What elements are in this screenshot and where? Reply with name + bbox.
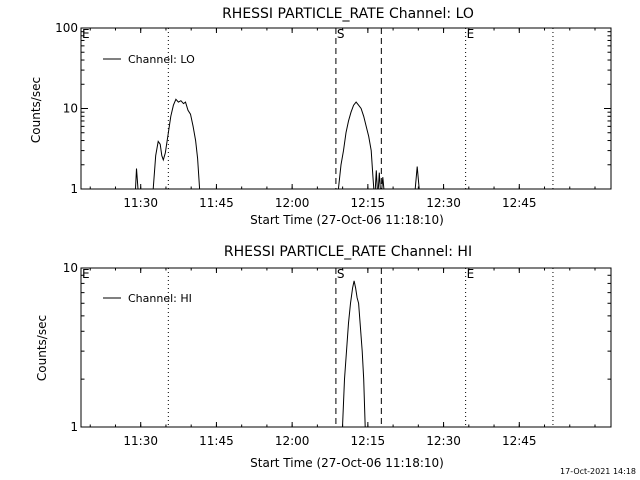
lo-y-tick-label-0: 1 (70, 182, 78, 196)
lo-marker-label-0: E (82, 27, 90, 41)
lo-x-tick-label-2: 12:00 (275, 196, 310, 210)
lo-y-axis-label: Counts/sec (29, 77, 43, 143)
hi-x-axis-label: Start Time (27-Oct-06 11:18:10) (250, 456, 444, 470)
lo-legend-label: Channel: LO (128, 53, 195, 66)
lo-chart-title: RHESSI PARTICLE_RATE Channel: LO (222, 6, 474, 22)
lo-x-tick-label-5: 12:45 (502, 196, 537, 210)
hi-series-segment-0 (342, 280, 366, 428)
hi-x-tick-label-1: 11:45 (199, 434, 234, 448)
lo-x-axis-label: Start Time (27-Oct-06 11:18:10) (250, 213, 444, 227)
hi-y-axis-label: Counts/sec (35, 315, 49, 381)
hi-marker-label-2: S (337, 267, 345, 281)
lo-x-tick-label-4: 12:30 (426, 196, 461, 210)
hi-x-tick-label-5: 12:45 (502, 434, 537, 448)
hi-marker-label-4: E (467, 267, 475, 281)
hi-x-tick-label-4: 12:30 (426, 434, 461, 448)
hi-x-tick-label-3: 12:15 (351, 434, 386, 448)
hi-y-tick-label-0: 1 (70, 420, 78, 434)
lo-series-segment-4 (377, 172, 381, 190)
lo-x-tick-label-1: 11:45 (199, 196, 234, 210)
hi-plot-area: E S E 11:30 11:45 12:00 12:15 12:30 12:45 1 10 (63, 261, 612, 448)
lo-y-tick-label-2: 100 (55, 21, 78, 35)
lo-x-tick-label-3: 12:15 (351, 196, 386, 210)
hi-legend-label: Channel: HI (128, 292, 192, 305)
lo-series-segment-6 (414, 166, 420, 190)
footer-timestamp: 17-Oct-2021 14:18 (560, 467, 636, 476)
hi-x-tick-label-0: 11:30 (123, 434, 158, 448)
lo-x-tick-label-0: 11:30 (123, 196, 158, 210)
hi-channel-panel: RHESSI PARTICLE_RATE Channel: HI Counts/… (35, 244, 612, 470)
lo-series-segment-0 (135, 168, 139, 190)
lo-marker-label-4: E (467, 27, 475, 41)
hi-y-tick-label-1: 10 (63, 261, 78, 275)
lo-series-segment-2 (337, 101, 375, 190)
lo-plot-area: E S E 11:30 11:45 12:00 12:15 12:30 12:45 1 10 100 (55, 21, 612, 210)
lo-y-tick-label-1: 10 (63, 102, 78, 116)
hi-marker-label-0: E (82, 267, 90, 281)
hi-chart-title: RHESSI PARTICLE_RATE Channel: HI (224, 244, 472, 260)
lo-series-segment-1 (152, 98, 201, 190)
lo-channel-panel: RHESSI PARTICLE_RATE Channel: LO Counts/… (29, 6, 612, 227)
lo-series-segment-5 (381, 177, 385, 190)
lo-marker-label-2: S (337, 27, 345, 41)
hi-x-tick-label-2: 12:00 (275, 434, 310, 448)
hi-plot-frame (80, 267, 612, 428)
lo-series-segment-3 (374, 170, 378, 190)
